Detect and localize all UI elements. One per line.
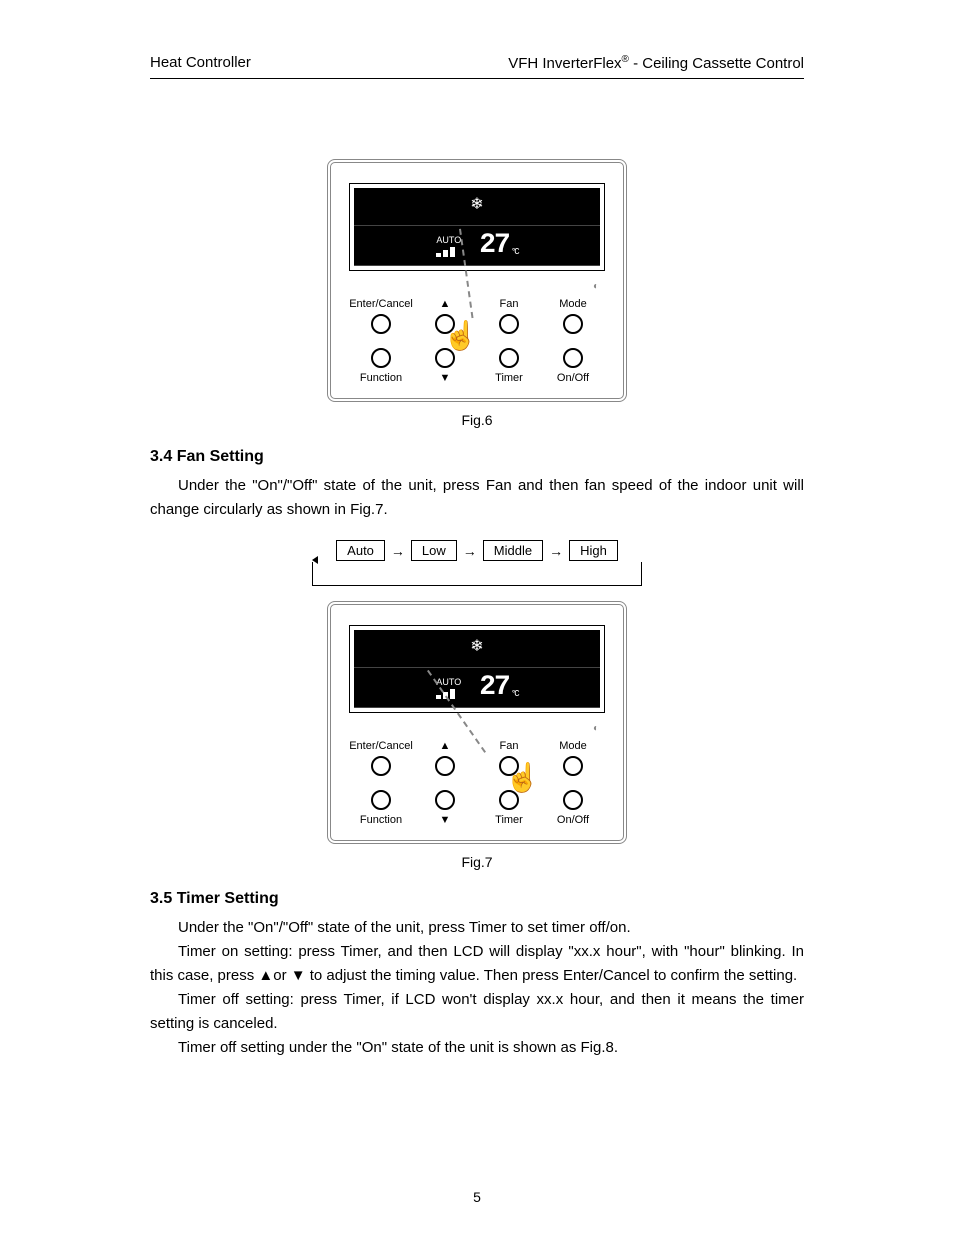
fan-speed-flow: Auto → Low → Middle → High — [322, 540, 632, 561]
onoff-label: On/Off — [557, 372, 589, 384]
up-button[interactable] — [435, 756, 455, 776]
mode-button[interactable] — [563, 756, 583, 776]
controller-device: ❄ AUTO 27°C ◐ Enter/Cancel ▲ F — [327, 159, 627, 402]
flow-low: Low — [411, 540, 457, 561]
flow-arrow-icon: → — [549, 543, 563, 559]
page-header: Heat Controller VFH InverterFlex® - Ceil… — [60, 54, 894, 78]
auto-indicator: AUTO — [436, 235, 461, 257]
flow-auto: Auto — [336, 540, 385, 561]
flow-middle: Middle — [483, 540, 543, 561]
ir-sensor-icon: ◐ — [349, 281, 599, 292]
flow-arrow-icon: → — [463, 543, 477, 559]
timer-label: Timer — [495, 372, 523, 384]
section-3-5-p3: Timer off setting: press Timer, if LCD w… — [150, 988, 804, 1036]
figure-6-caption: Fig.6 — [461, 412, 492, 428]
fan-button[interactable] — [499, 314, 519, 334]
temperature-readout: 27°C — [479, 230, 517, 261]
up-label: ▲ — [440, 298, 451, 310]
function-label: Function — [360, 372, 402, 384]
fan-speed-bars — [436, 247, 455, 257]
down-label: ▼ — [440, 372, 451, 384]
figure-7: ❄ AUTO 27°C ◐ Enter/Cancel ▲ F — [60, 601, 894, 870]
flow-high: High — [569, 540, 618, 561]
timer-label: Timer — [495, 814, 523, 826]
enter-cancel-label: Enter/Cancel — [349, 298, 413, 310]
function-label: Function — [360, 814, 402, 826]
mode-label: Mode — [559, 740, 587, 752]
down-button[interactable] — [435, 790, 455, 810]
onoff-label: On/Off — [557, 814, 589, 826]
up-label: ▲ — [440, 740, 451, 752]
enter-cancel-label: Enter/Cancel — [349, 740, 413, 752]
figure-7-caption: Fig.7 — [461, 854, 492, 870]
lcd-screen: ❄ AUTO 27°C — [354, 188, 600, 266]
header-left: Heat Controller — [150, 54, 251, 72]
registered-mark: ® — [622, 54, 629, 65]
section-3-5-p1: Under the "On"/"Off" state of the unit, … — [150, 916, 804, 940]
function-button[interactable] — [371, 790, 391, 810]
onoff-button[interactable] — [563, 348, 583, 368]
figure-6: ❄ AUTO 27°C ◐ Enter/Cancel ▲ F — [60, 159, 894, 428]
page-number: 5 — [0, 1189, 954, 1205]
lcd-frame: ❄ AUTO 27°C — [349, 625, 605, 713]
section-3-4-text: Under the "On"/"Off" state of the unit, … — [150, 474, 804, 522]
lcd-screen: ❄ AUTO 27°C — [354, 630, 600, 708]
header-rule — [150, 78, 804, 79]
enter-cancel-button[interactable] — [371, 756, 391, 776]
temperature-readout: 27°C — [479, 672, 517, 703]
lcd-frame: ❄ AUTO 27°C — [349, 183, 605, 271]
flow-arrow-icon: → — [391, 543, 405, 559]
pointing-hand-icon: ☝ — [443, 319, 478, 352]
mode-icon: ❄ — [470, 636, 483, 656]
section-3-5-p4: Timer off setting under the "On" state o… — [150, 1036, 804, 1060]
flow-return-line — [312, 562, 642, 586]
fan-label: Fan — [500, 298, 519, 310]
onoff-button[interactable] — [563, 790, 583, 810]
down-label: ▼ — [440, 814, 451, 826]
mode-label: Mode — [559, 298, 587, 310]
section-3-5-heading: 3.5 Timer Setting — [150, 890, 894, 908]
section-3-5-p2: Timer on setting: press Timer, and then … — [150, 940, 804, 988]
ir-sensor-icon: ◐ — [349, 723, 599, 734]
enter-cancel-button[interactable] — [371, 314, 391, 334]
button-grid: Enter/Cancel ▲ Fan Mode Function ▼ Timer… — [349, 740, 605, 826]
controller-device: ❄ AUTO 27°C ◐ Enter/Cancel ▲ F — [327, 601, 627, 844]
timer-button[interactable] — [499, 348, 519, 368]
section-3-4-heading: 3.4 Fan Setting — [150, 448, 894, 466]
pointing-hand-icon: ☝ — [505, 761, 540, 794]
mode-icon: ❄ — [470, 194, 483, 214]
fan-label: Fan — [500, 740, 519, 752]
mode-button[interactable] — [563, 314, 583, 334]
function-button[interactable] — [371, 348, 391, 368]
header-right: VFH InverterFlex® - Ceiling Cassette Con… — [508, 54, 804, 72]
